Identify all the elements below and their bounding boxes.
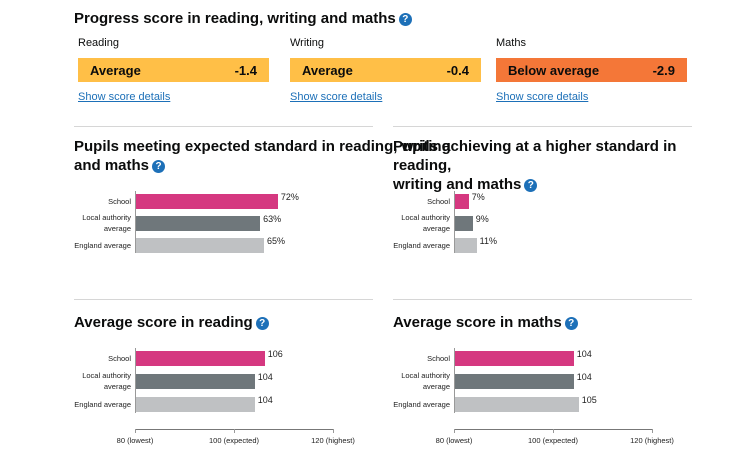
divider	[74, 299, 373, 300]
x-tick	[652, 429, 653, 433]
expected-standard-title: Pupils meeting expected standard in read…	[74, 138, 451, 174]
subject-label-reading: Reading	[78, 37, 119, 49]
bar-label: England average	[393, 241, 450, 250]
bar-label: School	[108, 197, 131, 206]
bar	[136, 216, 261, 231]
bar	[136, 194, 278, 209]
score-band-maths: Below average -2.9	[496, 58, 687, 82]
bar	[455, 397, 579, 412]
progress-title: Progress score in reading, writing and m…	[74, 9, 412, 28]
higher-standard-title: Pupils achieving at a higher standard in…	[393, 138, 677, 193]
x-tick	[454, 429, 455, 433]
x-tick-label: 80 (lowest)	[116, 436, 154, 445]
bar-value: 9%	[475, 214, 489, 224]
bar	[136, 397, 255, 412]
bar-value: 104	[576, 349, 592, 359]
band-score: -0.4	[446, 62, 469, 78]
score-band-writing: Average -0.4	[290, 58, 481, 82]
bar-value: 72%	[280, 192, 299, 202]
x-tick-label: 100 (expected)	[208, 436, 260, 445]
reading-score-title: Average score in reading?	[74, 313, 269, 332]
x-tick	[234, 429, 235, 433]
axis-line	[135, 348, 136, 413]
bar	[455, 216, 473, 231]
bar-label: School	[427, 197, 450, 206]
question-icon[interactable]: ?	[564, 317, 578, 330]
divider	[74, 126, 373, 127]
band-label: Average	[302, 62, 353, 78]
question-icon[interactable]: ?	[398, 13, 412, 26]
axis-line	[135, 191, 136, 253]
bar	[136, 374, 255, 389]
question-icon[interactable]: ?	[524, 179, 538, 192]
maths-score-title: Average score in maths?	[393, 313, 578, 332]
bar-value: 65%	[267, 236, 286, 246]
x-tick-label: 120 (highest)	[311, 436, 355, 445]
bar-value: 7%	[471, 192, 485, 202]
show-score-details-link[interactable]: Show score details	[78, 91, 171, 103]
subject-label-maths: Maths	[496, 37, 526, 49]
bar-value: 105	[581, 395, 597, 405]
x-tick	[553, 429, 554, 433]
bar-value: 104	[257, 395, 273, 405]
bar-label: England average	[74, 400, 131, 409]
bar	[136, 238, 265, 253]
x-tick-label: 120 (highest)	[630, 436, 674, 445]
bar-value: 63%	[263, 214, 282, 224]
bar-value: 104	[257, 372, 273, 382]
bar-value: 11%	[479, 236, 498, 246]
bar-label: School	[427, 354, 450, 363]
bar-label: School	[108, 354, 131, 363]
question-icon[interactable]: ?	[152, 160, 166, 173]
bar-label: Local authority average	[82, 213, 131, 233]
bar-label: England average	[74, 241, 131, 250]
band-score: -2.9	[652, 62, 675, 78]
show-score-details-link[interactable]: Show score details	[496, 91, 589, 103]
band-score: -1.4	[234, 62, 257, 78]
bar-label: Local authority average	[401, 371, 450, 391]
bar	[455, 374, 574, 389]
x-tick-label: 100 (expected)	[527, 436, 579, 445]
axis-line	[454, 191, 455, 253]
x-tick	[135, 429, 136, 433]
x-tick-label: 80 (lowest)	[435, 436, 473, 445]
question-icon[interactable]: ?	[255, 317, 269, 330]
bar-label: Local authority average	[401, 213, 450, 233]
divider	[393, 126, 692, 127]
bar-label: England average	[393, 400, 450, 409]
bar	[455, 238, 477, 253]
bar	[455, 194, 469, 209]
axis-line	[454, 348, 455, 413]
band-label: Average	[90, 62, 141, 78]
band-label: Below average	[508, 62, 600, 78]
bar	[455, 351, 574, 366]
subject-label-writing: Writing	[290, 37, 325, 49]
show-score-details-link[interactable]: Show score details	[290, 91, 383, 103]
x-tick	[333, 429, 334, 433]
divider	[393, 299, 692, 300]
bar-label: Local authority average	[82, 371, 131, 391]
score-band-reading: Average -1.4	[78, 58, 269, 82]
bar-value: 106	[267, 349, 283, 359]
bar	[136, 351, 265, 366]
bar-value: 104	[576, 372, 592, 382]
